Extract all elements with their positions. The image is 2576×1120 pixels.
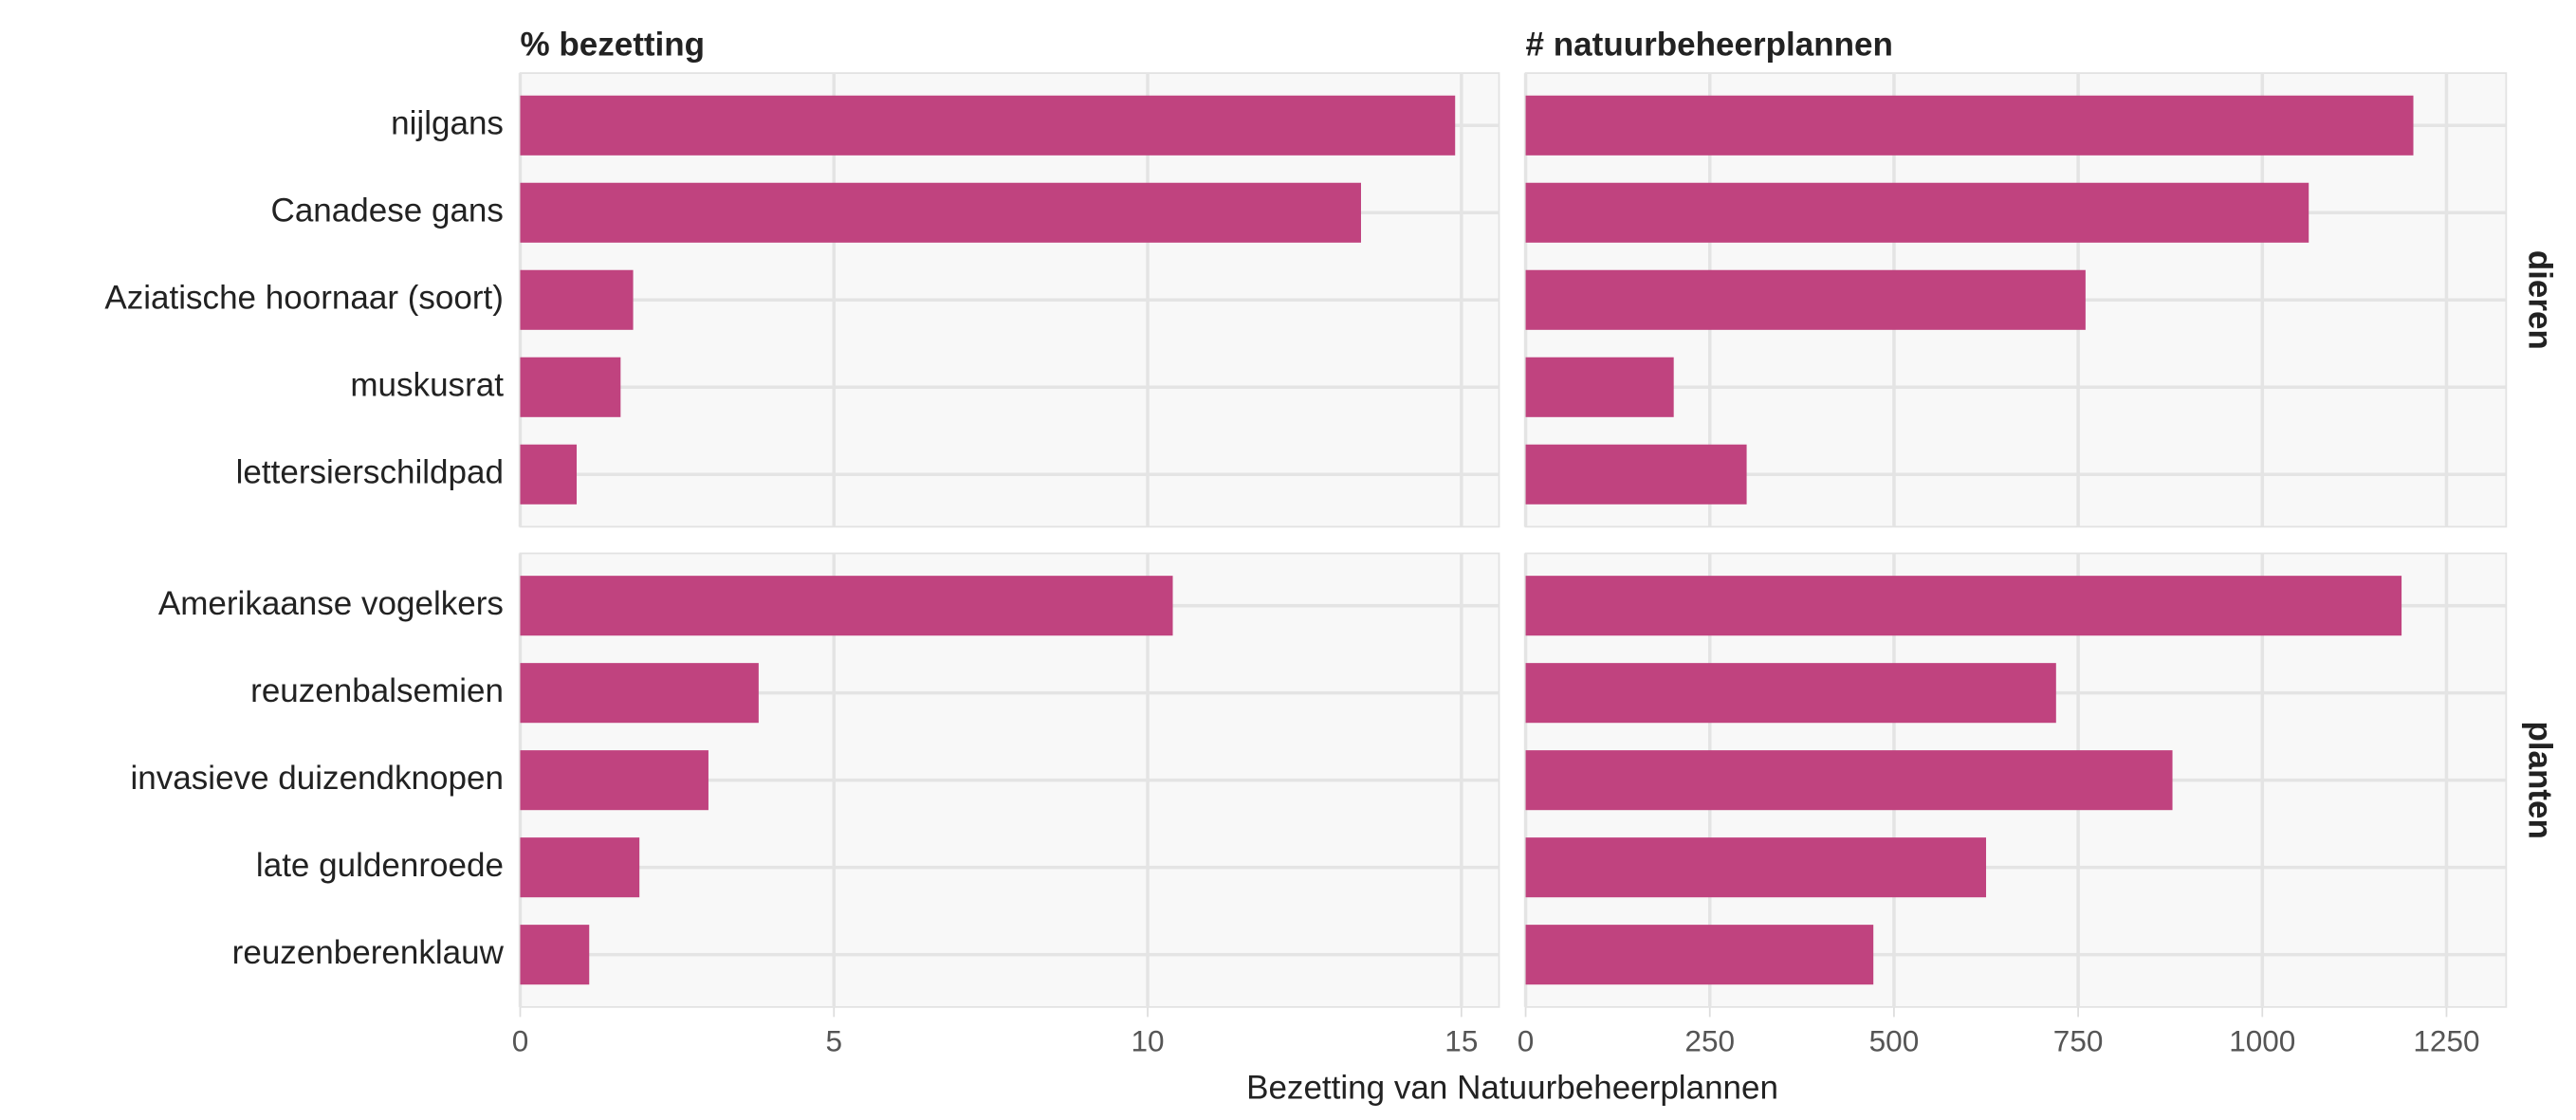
column-title: % bezetting <box>520 26 705 63</box>
bar <box>520 925 590 985</box>
x-tick-label: 1000 <box>2229 1024 2295 1058</box>
bar <box>1525 182 2309 243</box>
y-tick-label: late guldenroede <box>256 847 504 884</box>
x-tick-label: 1250 <box>2413 1024 2479 1058</box>
bar <box>520 576 1173 636</box>
bar <box>520 269 634 330</box>
x-tick-label: 500 <box>1869 1024 1920 1058</box>
bar <box>520 182 1361 243</box>
bar <box>1525 357 1674 417</box>
y-tick-label: invasieve duizendknopen <box>131 760 504 797</box>
bar <box>520 750 708 811</box>
bar <box>520 357 621 417</box>
bar <box>1525 663 2056 724</box>
bar <box>520 837 640 898</box>
y-tick-label: Canadese gans <box>271 193 504 230</box>
x-tick-label: 0 <box>1518 1024 1535 1058</box>
y-tick-label: lettersierschildpad <box>236 454 504 491</box>
bar <box>1525 269 2086 330</box>
row-label: dieren <box>2521 250 2558 350</box>
column-title: # natuurbeheerplannen <box>1526 26 1893 63</box>
bar <box>1525 925 1874 985</box>
x-tick-label: 5 <box>825 1024 842 1058</box>
bar <box>1525 95 2414 156</box>
y-tick-label: nijlgans <box>391 105 504 142</box>
y-tick-label: muskusrat <box>350 367 504 404</box>
bar <box>520 444 578 505</box>
x-tick-label: 15 <box>1444 1024 1478 1058</box>
x-tick-label: 250 <box>1684 1024 1735 1058</box>
y-tick-label: Aziatische hoornaar (soort) <box>104 280 504 317</box>
x-tick-label: 10 <box>1132 1024 1165 1058</box>
row-label: planten <box>2521 721 2558 839</box>
bar <box>520 95 1456 156</box>
x-tick-label: 0 <box>512 1024 529 1058</box>
y-tick-label: reuzenbalsemien <box>250 672 504 709</box>
y-tick-label: Amerikaanse vogelkers <box>158 585 504 622</box>
y-tick-label: reuzenberenklauw <box>232 934 505 971</box>
x-tick-label: 750 <box>2053 1024 2104 1058</box>
bar <box>1525 576 2402 636</box>
bar <box>520 663 759 724</box>
bar <box>1525 444 1747 505</box>
x-axis-label: Bezetting van Natuurbeheerplannen <box>1246 1070 1778 1107</box>
bar <box>1525 750 2173 811</box>
bar <box>1525 837 1987 898</box>
